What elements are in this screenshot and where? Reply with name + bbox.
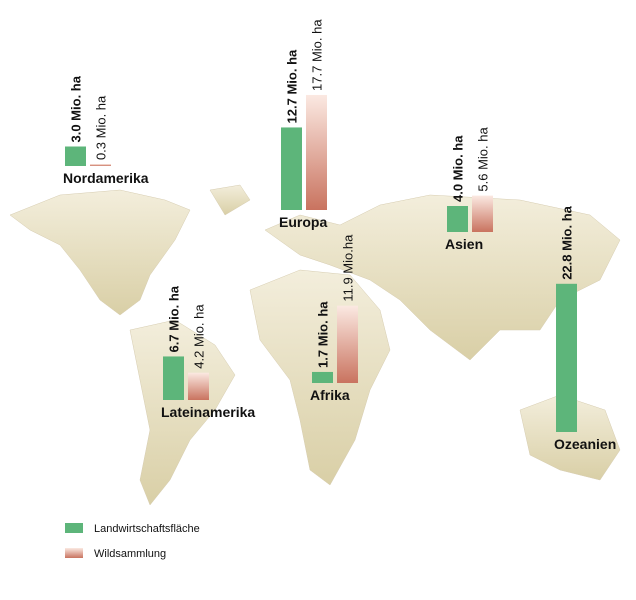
bar	[188, 372, 209, 400]
legend: Landwirtschaftsfläche Wildsammlung	[65, 523, 200, 560]
value-label: 4.0 Mio. ha	[451, 135, 466, 202]
value-label: 4.2 Mio. ha	[192, 304, 207, 369]
region-label: Europa	[279, 214, 327, 230]
legend-label: Wildsammlung	[94, 548, 166, 560]
value-label: 12.7 Mio. ha	[285, 49, 300, 123]
region-label: Ozeanien	[554, 436, 616, 452]
bar	[312, 371, 333, 383]
bar	[447, 206, 468, 232]
value-label: 3.0 Mio. ha	[69, 75, 84, 142]
legend-swatch	[65, 523, 83, 533]
value-label: 11.9 Mio.ha	[341, 234, 356, 302]
region-label: Lateinamerika	[161, 404, 255, 420]
value-label: 22.8 Mio. ha	[560, 205, 575, 279]
bar	[337, 305, 358, 383]
bar	[556, 283, 577, 432]
bar	[281, 127, 302, 210]
bar	[472, 195, 493, 232]
bar	[65, 146, 86, 166]
bar	[90, 164, 111, 166]
bar	[306, 94, 327, 210]
value-label: 1.7 Mio. ha	[316, 301, 331, 368]
value-label: 17.7 Mio. ha	[310, 19, 325, 91]
bar	[163, 356, 184, 400]
legend-swatch	[65, 548, 83, 558]
region-label: Nordamerika	[63, 170, 149, 186]
value-label: 6.7 Mio. ha	[167, 285, 182, 352]
legend-label: Landwirtschaftsfläche	[94, 523, 200, 535]
value-label: 0.3 Mio. ha	[94, 95, 109, 160]
value-label: 5.6 Mio. ha	[476, 127, 491, 192]
region-label: Afrika	[310, 387, 350, 403]
region-label: Asien	[445, 236, 483, 252]
